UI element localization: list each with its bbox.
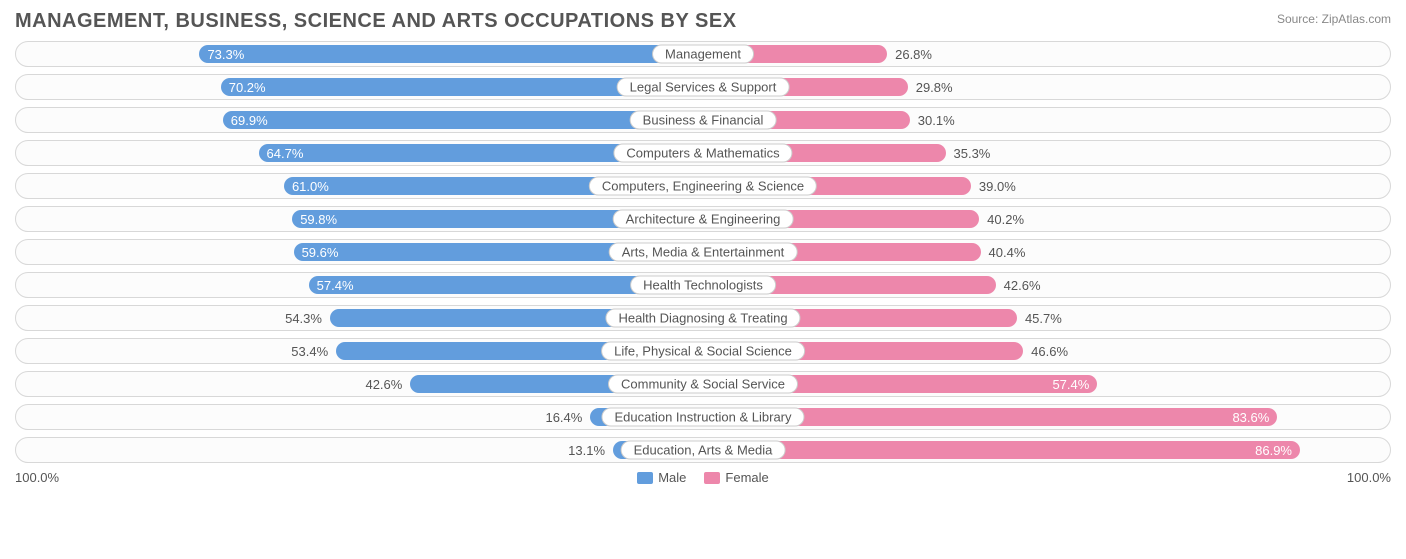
female-value: 42.6% (996, 276, 1041, 294)
female-value: 40.4% (981, 243, 1026, 261)
chart-row: 70.2% 29.8% Legal Services & Support (15, 74, 1391, 100)
chart-row: 69.9% 30.1% Business & Financial (15, 107, 1391, 133)
female-value: 45.7% (1017, 309, 1062, 327)
legend-item-male: Male (637, 470, 686, 485)
category-label: Architecture & Engineering (613, 210, 794, 229)
female-value: 39.0% (971, 177, 1016, 195)
male-value: 73.3% (207, 45, 244, 63)
chart-row: 13.1% 86.9% Education, Arts & Media (15, 437, 1391, 463)
male-value: 70.2% (229, 78, 266, 96)
category-label: Health Diagnosing & Treating (605, 309, 800, 328)
category-label: Community & Social Service (608, 375, 798, 394)
source-prefix: Source: (1277, 12, 1318, 26)
male-bar: 73.3% (199, 45, 703, 63)
diverging-bar-chart: 73.3% 26.8% Management 70.2% 29.8% Legal Serv… (15, 41, 1391, 463)
category-label: Legal Services & Support (617, 78, 790, 97)
female-value: 30.1% (910, 111, 955, 129)
category-label: Computers & Mathematics (613, 144, 792, 163)
category-label: Arts, Media & Entertainment (609, 243, 798, 262)
legend-label-female: Female (725, 470, 768, 485)
female-bar: 86.9% (703, 441, 1300, 459)
chart-row: 42.6% 57.4% Community & Social Service (15, 371, 1391, 397)
category-label: Education Instruction & Library (601, 408, 804, 427)
female-value: 40.2% (979, 210, 1024, 228)
male-value: 61.0% (292, 177, 329, 195)
female-value: 29.8% (908, 78, 953, 96)
chart-row: 59.8% 40.2% Architecture & Engineering (15, 206, 1391, 232)
male-value: 16.4% (545, 408, 590, 426)
female-value: 46.6% (1023, 342, 1068, 360)
axis-right-label: 100.0% (1347, 470, 1391, 485)
chart-row: 53.4% 46.6% Life, Physical & Social Scienc… (15, 338, 1391, 364)
category-label: Computers, Engineering & Science (589, 177, 817, 196)
category-label: Management (652, 45, 754, 64)
chart-row: 64.7% 35.3% Computers & Mathematics (15, 140, 1391, 166)
male-value: 69.9% (231, 111, 268, 129)
female-value: 26.8% (887, 45, 932, 63)
source-name: ZipAtlas.com (1322, 12, 1391, 26)
category-label: Education, Arts & Media (621, 441, 786, 460)
chart-row: 59.6% 40.4% Arts, Media & Entertainment (15, 239, 1391, 265)
male-value: 53.4% (291, 342, 336, 360)
category-label: Life, Physical & Social Science (601, 342, 805, 361)
male-value: 57.4% (317, 276, 354, 294)
legend-swatch-female (704, 472, 720, 484)
chart-row: 61.0% 39.0% Computers, Engineering & Scien… (15, 173, 1391, 199)
chart-title: MANAGEMENT, BUSINESS, SCIENCE AND ARTS O… (15, 10, 737, 33)
legend-label-male: Male (658, 470, 686, 485)
male-value: 64.7% (267, 144, 304, 162)
female-value: 35.3% (946, 144, 991, 162)
chart-row: 54.3% 45.7% Health Diagnosing & Treating (15, 305, 1391, 331)
category-label: Health Technologists (630, 276, 776, 295)
male-value: 54.3% (285, 309, 330, 327)
male-value: 42.6% (365, 375, 410, 393)
axis-left-label: 100.0% (15, 470, 59, 485)
category-label: Business & Financial (630, 111, 777, 130)
female-value: 57.4% (1052, 375, 1089, 393)
chart-row: 16.4% 83.6% Education Instruction & Librar… (15, 404, 1391, 430)
chart-footer: 100.0% Male Female 100.0% (15, 470, 1391, 485)
chart-header: MANAGEMENT, BUSINESS, SCIENCE AND ARTS O… (15, 10, 1391, 33)
chart-row: 57.4% 42.6% Health Technologists (15, 272, 1391, 298)
legend-item-female: Female (704, 470, 768, 485)
male-value: 13.1% (568, 441, 613, 459)
male-value: 59.6% (302, 243, 339, 261)
male-value: 59.8% (300, 210, 337, 228)
chart-row: 73.3% 26.8% Management (15, 41, 1391, 67)
legend: Male Female (637, 470, 769, 485)
female-value: 83.6% (1232, 408, 1269, 426)
female-value: 86.9% (1255, 441, 1292, 459)
legend-swatch-male (637, 472, 653, 484)
chart-source: Source: ZipAtlas.com (1277, 10, 1391, 26)
